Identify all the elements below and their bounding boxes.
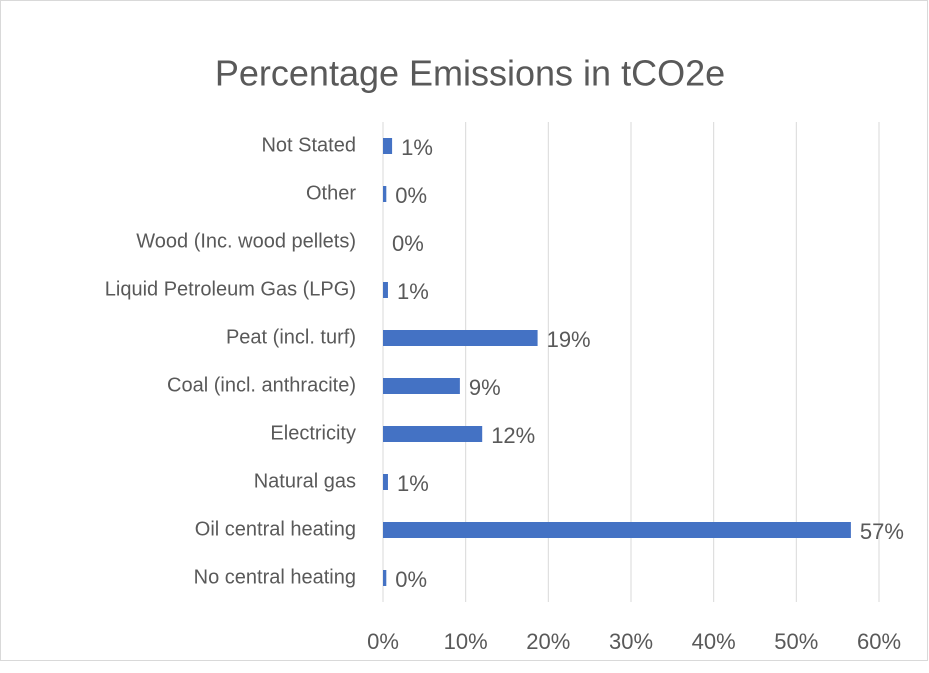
value-label: 9% bbox=[469, 375, 501, 400]
value-label: 0% bbox=[392, 231, 424, 256]
y-tick-label: Wood (Inc. wood pellets) bbox=[136, 230, 356, 252]
value-label: 1% bbox=[401, 135, 433, 160]
value-label: 1% bbox=[397, 279, 429, 304]
y-tick-label: Natural gas bbox=[254, 470, 356, 492]
x-tick-label: 10% bbox=[444, 629, 488, 654]
bar bbox=[383, 474, 388, 490]
value-label: 19% bbox=[547, 327, 591, 352]
y-tick-label: Oil central heating bbox=[195, 518, 356, 540]
value-label: 1% bbox=[397, 471, 429, 496]
bar bbox=[383, 186, 387, 202]
y-tick-label: Not Stated bbox=[261, 134, 356, 156]
x-tick-label: 20% bbox=[526, 629, 570, 654]
value-label: 57% bbox=[860, 519, 904, 544]
value-label: 0% bbox=[395, 567, 427, 592]
bar bbox=[383, 282, 388, 298]
x-tick-label: 60% bbox=[857, 629, 901, 654]
bar bbox=[383, 330, 538, 346]
x-tick-label: 0% bbox=[367, 629, 399, 654]
bar bbox=[383, 378, 460, 394]
x-tick-label: 50% bbox=[774, 629, 818, 654]
bar bbox=[383, 570, 387, 586]
y-tick-label: Other bbox=[306, 182, 356, 204]
y-tick-label: No central heating bbox=[194, 566, 356, 588]
value-label: 12% bbox=[491, 423, 535, 448]
y-tick-label: Electricity bbox=[270, 422, 356, 444]
chart-title: Percentage Emissions in tCO2e bbox=[215, 53, 725, 94]
x-tick-label: 30% bbox=[609, 629, 653, 654]
y-tick-label: Peat (incl. turf) bbox=[226, 326, 356, 348]
bar bbox=[383, 138, 393, 154]
x-tick-label: 40% bbox=[692, 629, 736, 654]
bar bbox=[383, 426, 483, 442]
value-label: 0% bbox=[395, 183, 427, 208]
y-tick-label: Coal (incl. anthracite) bbox=[167, 374, 356, 396]
y-tick-label: Liquid Petroleum Gas (LPG) bbox=[105, 278, 356, 300]
bar bbox=[383, 522, 851, 538]
